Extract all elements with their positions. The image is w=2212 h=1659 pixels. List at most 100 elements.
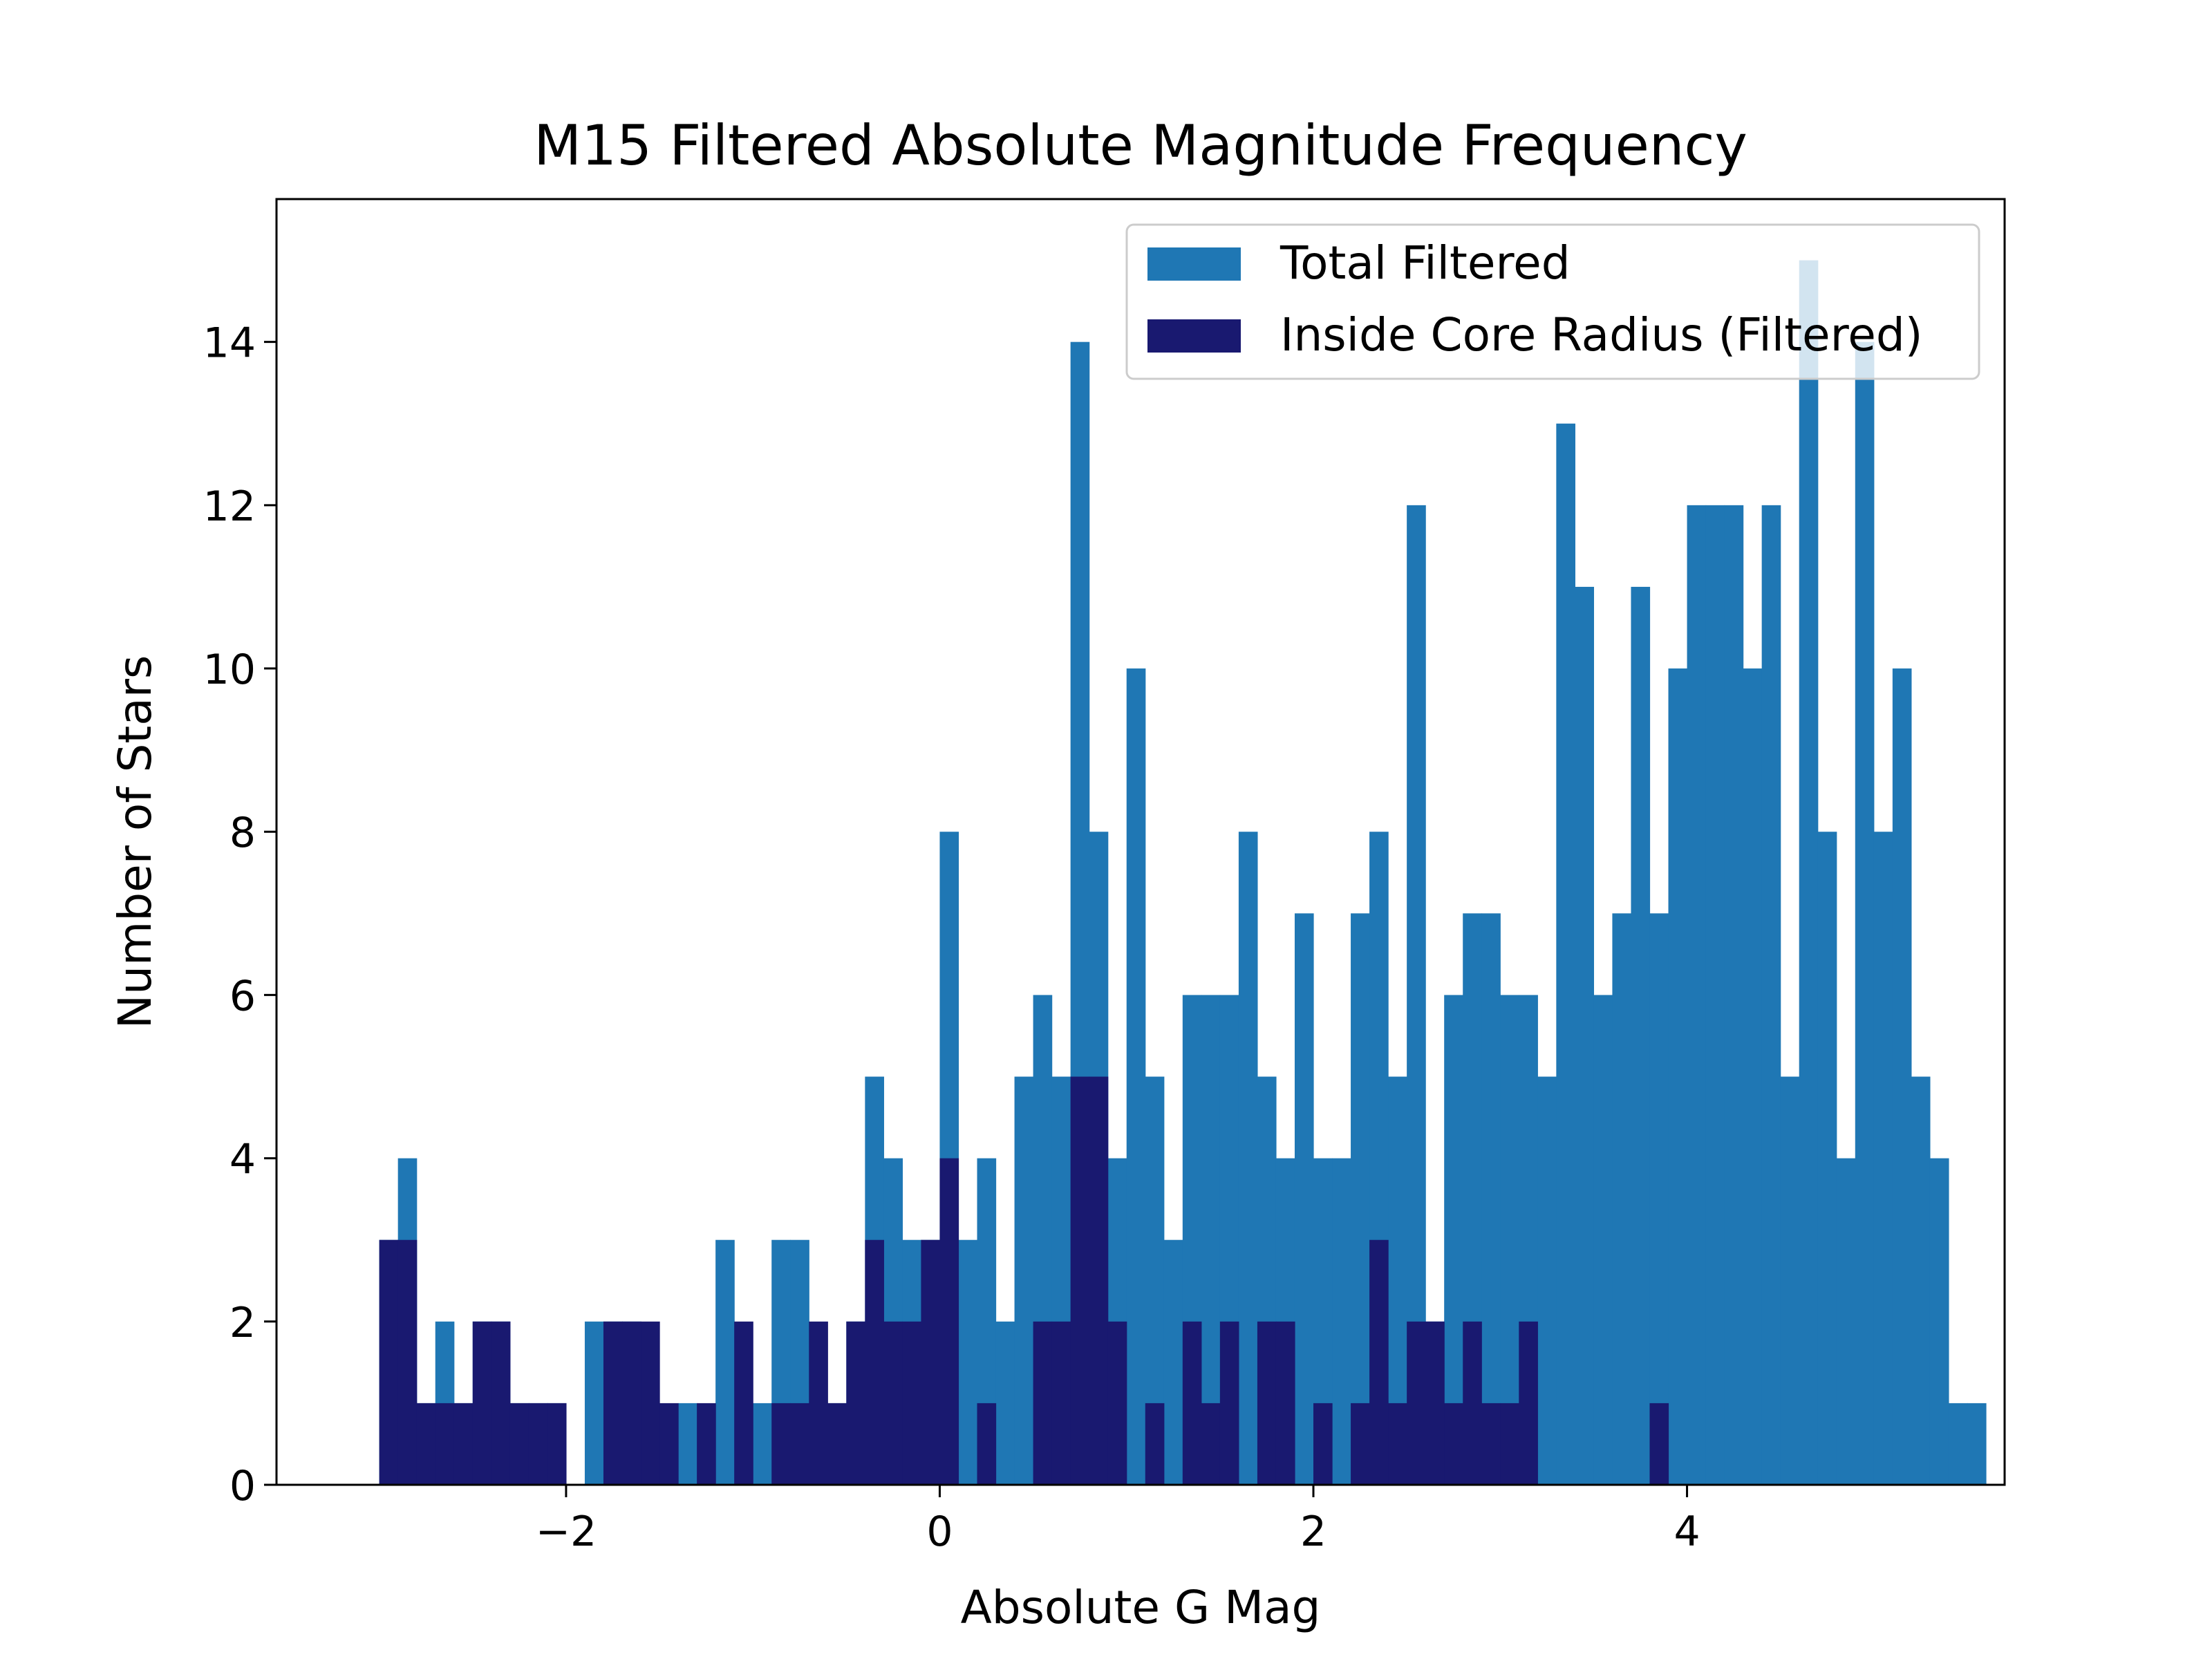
bar-total-filtered-63	[1556, 423, 1575, 1485]
bar-total-filtered-76	[1799, 260, 1819, 1485]
bar-inside-core-14	[641, 1321, 660, 1485]
bar-inside-core-56	[1425, 1321, 1445, 1485]
bar-inside-core-27	[883, 1321, 903, 1485]
y-tick-label: 4	[229, 1136, 256, 1184]
bar-inside-core-4	[453, 1403, 474, 1485]
bar-inside-core-58	[1463, 1321, 1482, 1485]
legend-swatch-total-filtered	[1147, 247, 1241, 281]
bar-inside-core-26	[865, 1239, 884, 1485]
bar-inside-core-2	[416, 1403, 436, 1485]
x-tick-label: −2	[536, 1508, 597, 1556]
bar-inside-core-57	[1444, 1403, 1463, 1485]
bar-total-filtered-65	[1593, 995, 1613, 1485]
bar-inside-core-52	[1351, 1403, 1370, 1485]
bar-total-filtered-42	[1163, 1239, 1183, 1485]
legend: Total Filtered Inside Core Radius (Filte…	[1125, 223, 1980, 380]
y-tick-label: 10	[203, 646, 256, 694]
x-tick-label: 4	[1674, 1508, 1700, 1556]
bar-total-filtered-70	[1687, 505, 1707, 1485]
x-tick-label: 2	[1300, 1508, 1327, 1556]
bar-total-filtered-16	[678, 1403, 697, 1485]
bar-inside-core-19	[734, 1321, 753, 1485]
bar-total-filtered-52	[1351, 913, 1370, 1485]
bar-inside-core-8	[528, 1403, 548, 1485]
bar-inside-core-15	[659, 1403, 679, 1485]
bar-total-filtered-20	[753, 1403, 772, 1485]
bar-total-filtered-59	[1481, 913, 1501, 1485]
bar-inside-core-37	[1070, 1076, 1090, 1485]
bar-total-filtered-18	[715, 1239, 735, 1485]
x-axis-label: Absolute G Mag	[961, 1581, 1321, 1634]
bar-inside-core-9	[547, 1403, 567, 1485]
bar-inside-core-22	[790, 1403, 809, 1485]
legend-box	[1125, 223, 1980, 380]
bar-inside-core-47	[1257, 1321, 1277, 1485]
bar-total-filtered-71	[1705, 505, 1725, 1485]
bar-inside-core-25	[846, 1321, 865, 1485]
bar-inside-core-44	[1201, 1403, 1221, 1485]
bar-total-filtered-77	[1817, 832, 1837, 1485]
bar-inside-core-13	[622, 1321, 641, 1485]
bar-total-filtered-34	[1014, 1076, 1034, 1485]
bar-total-filtered-74	[1761, 505, 1781, 1485]
y-tick-label: 2	[229, 1299, 256, 1347]
bar-total-filtered-68	[1649, 913, 1669, 1485]
bar-inside-core-0	[379, 1239, 399, 1485]
bar-inside-core-32	[977, 1403, 997, 1485]
bar-total-filtered-78	[1836, 1158, 1856, 1485]
bar-inside-core-48	[1275, 1321, 1295, 1485]
bar-inside-core-30	[939, 1158, 959, 1485]
y-tick-label: 12	[203, 482, 256, 531]
bar-inside-core-50	[1313, 1403, 1333, 1485]
bar-total-filtered-69	[1668, 668, 1688, 1485]
bar-total-filtered-64	[1575, 586, 1595, 1485]
legend-swatch-inside-core	[1147, 319, 1241, 353]
bar-inside-core-39	[1107, 1321, 1127, 1485]
y-tick-label: 8	[229, 809, 256, 857]
bar-total-filtered-85	[1967, 1403, 1987, 1485]
bar-inside-core-36	[1051, 1321, 1071, 1485]
bar-total-filtered-33	[995, 1321, 1015, 1485]
y-tick-label: 6	[229, 972, 256, 1020]
bar-inside-core-12	[603, 1321, 623, 1485]
y-axis-ticks: 0 2 4 6 8 10 12 14	[203, 319, 276, 1510]
legend-label-inside-core: Inside Core Radius (Filtered)	[1280, 308, 1923, 362]
bar-inside-core-21	[771, 1403, 791, 1485]
bar-total-filtered-81	[1892, 668, 1912, 1485]
bar-inside-core-17	[697, 1403, 716, 1485]
bar-inside-core-45	[1219, 1321, 1239, 1485]
bar-inside-core-55	[1407, 1321, 1426, 1485]
chart-title: M15 Filtered Absolute Magnitude Frequenc…	[534, 113, 1747, 178]
bar-inside-core-7	[509, 1403, 529, 1485]
bar-inside-core-38	[1089, 1076, 1109, 1485]
bar-inside-core-28	[902, 1321, 922, 1485]
x-axis-ticks: −2 0 2 4	[536, 1485, 1700, 1556]
bar-total-filtered-46	[1238, 832, 1258, 1485]
bar-inside-core-41	[1145, 1403, 1165, 1485]
y-tick-label: 0	[229, 1462, 256, 1510]
bar-total-filtered-62	[1537, 1076, 1557, 1485]
bar-total-filtered-72	[1724, 505, 1744, 1485]
y-tick-label: 14	[203, 319, 256, 368]
bar-total-filtered-75	[1780, 1076, 1800, 1485]
bar-inside-core-3	[435, 1403, 455, 1485]
bar-inside-core-53	[1369, 1239, 1389, 1485]
bar-total-filtered-67	[1631, 586, 1651, 1485]
bar-inside-core-5	[472, 1321, 492, 1485]
bar-inside-core-29	[921, 1239, 941, 1485]
bar-total-filtered-73	[1743, 668, 1763, 1485]
bar-inside-core-1	[397, 1239, 418, 1485]
bar-total-filtered-66	[1612, 913, 1632, 1485]
bar-inside-core-43	[1182, 1321, 1202, 1485]
bar-total-filtered-51	[1332, 1158, 1351, 1485]
bar-inside-core-24	[827, 1403, 847, 1485]
bar-total-filtered-84	[1948, 1403, 1968, 1485]
plot-frame	[275, 198, 2006, 1486]
y-axis-label: Number of Stars	[109, 655, 162, 1029]
bar-inside-core-60	[1500, 1403, 1519, 1485]
bar-total-filtered-82	[1911, 1076, 1931, 1485]
bar-inside-core-35	[1033, 1321, 1053, 1485]
bar-total-filtered-83	[1929, 1158, 1949, 1485]
bar-total-filtered-79	[1855, 341, 1875, 1485]
bar-total-filtered-80	[1873, 832, 1893, 1485]
